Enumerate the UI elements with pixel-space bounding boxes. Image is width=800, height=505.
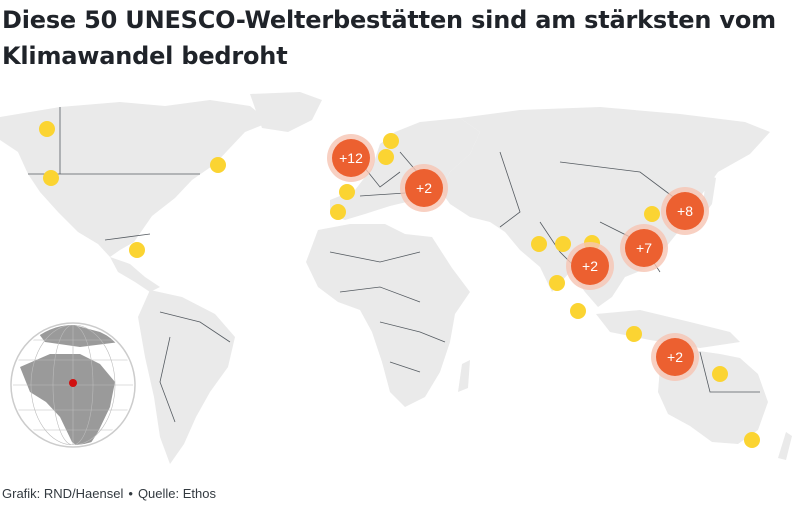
site-marker-china-coast[interactable] [644, 206, 660, 222]
credit-separator: • [128, 486, 133, 501]
cluster-bubble-southeast-asia[interactable]: +7 [620, 224, 668, 272]
world-map[interactable]: +12 +2 +2 +7 +8 +2 [0, 92, 800, 472]
site-marker-indonesia[interactable] [626, 326, 642, 342]
cluster-count: +8 [677, 203, 693, 219]
site-marker-scandinavia[interactable] [383, 133, 399, 149]
cluster-bubble-south-asia[interactable]: +2 [566, 242, 614, 290]
cluster-bubble-oceania[interactable]: +2 [651, 333, 699, 381]
red-dot-marker [69, 379, 77, 387]
site-marker-arabia[interactable] [531, 236, 547, 252]
cluster-bubble-east-asia[interactable]: +8 [661, 187, 709, 235]
greenland [250, 92, 322, 132]
site-marker-australia-east[interactable] [744, 432, 760, 448]
site-marker-portugal[interactable] [330, 204, 346, 220]
page-title: Diese 50 UNESCO-Welterbestätten sind am … [2, 6, 776, 70]
world-map-svg: +12 +2 +2 +7 +8 +2 [0, 92, 792, 464]
site-marker-australia-north[interactable] [712, 366, 728, 382]
cluster-bubble-mediterranean[interactable]: +2 [400, 164, 448, 212]
south-america [138, 290, 235, 464]
cluster-count: +2 [667, 349, 683, 365]
cluster-count: +2 [582, 258, 598, 274]
cluster-count: +12 [339, 150, 363, 166]
globe-locator-icon [10, 322, 136, 448]
africa [306, 224, 470, 407]
cluster-bubble-europe-west[interactable]: +12 [327, 134, 375, 182]
cluster-count: +7 [636, 240, 652, 256]
credit-line: Grafik: RND/Haensel • Quelle: Ethos [2, 486, 216, 501]
site-marker-caribbean[interactable] [129, 242, 145, 258]
credit-grafik: Grafik: RND/Haensel [2, 486, 124, 501]
new-zealand [778, 432, 792, 460]
asia [440, 107, 770, 307]
site-marker-canada-west[interactable] [43, 170, 59, 186]
site-marker-india-west[interactable] [549, 275, 565, 291]
credit-quelle: Quelle: Ethos [137, 486, 216, 501]
cluster-count: +2 [416, 180, 432, 196]
madagascar [458, 360, 470, 392]
europe [330, 118, 480, 220]
site-marker-india-north[interactable] [555, 236, 571, 252]
north-america [0, 100, 270, 257]
site-marker-alaska[interactable] [39, 121, 55, 137]
site-marker-sri-lanka[interactable] [570, 303, 586, 319]
site-marker-canada-east[interactable] [210, 157, 226, 173]
site-marker-iberia[interactable] [339, 184, 355, 200]
central-america [110, 257, 160, 292]
site-marker-baltic[interactable] [378, 149, 394, 165]
indonesia [596, 310, 740, 348]
